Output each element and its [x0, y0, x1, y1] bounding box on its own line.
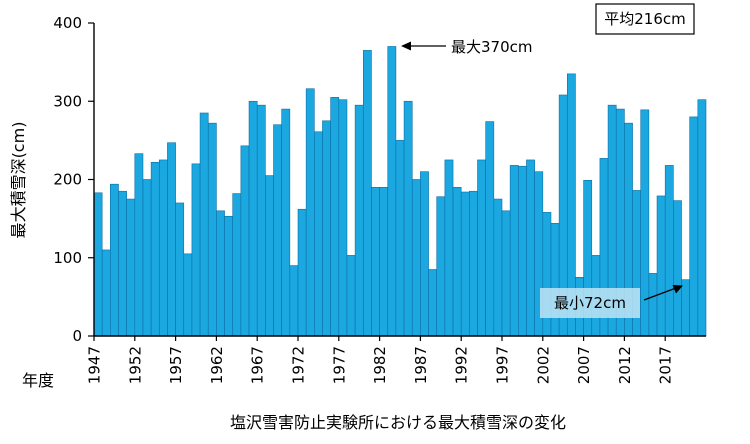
bar-1953 [142, 179, 152, 337]
min-label: 最小72cm [554, 294, 626, 312]
bar-1973 [305, 88, 315, 337]
bar-1999 [518, 165, 527, 337]
y-tick-label-200: 200 [53, 171, 82, 189]
bar-1958 [183, 253, 193, 337]
bar-1991 [452, 187, 462, 337]
max-label: 最大370cm [451, 38, 533, 56]
bar-1975 [322, 120, 331, 337]
bar-1959 [191, 163, 201, 337]
bar-1954 [150, 161, 160, 337]
x-tick-label-1952: 1952 [126, 346, 144, 384]
average-box [595, 3, 695, 35]
bar-1995 [485, 121, 495, 337]
average-label: 平均216cm [604, 10, 686, 28]
x-tick-label-1982: 1982 [371, 346, 389, 384]
axes-group [88, 22, 706, 341]
bar-1976 [330, 97, 340, 337]
x-tick-label-2012: 2012 [616, 346, 634, 384]
bar-1964 [232, 193, 242, 337]
y-tick-label-300: 300 [53, 92, 82, 110]
bar-1992 [460, 191, 470, 337]
bar-1961 [207, 122, 217, 337]
x-tick-label-1962: 1962 [208, 346, 226, 384]
bar-2021 [697, 99, 707, 337]
bar-1984 [395, 140, 405, 337]
bar-1971 [289, 265, 299, 337]
bar-1947 [93, 192, 103, 337]
min-label-box [540, 288, 640, 318]
x-tick-label-2007: 2007 [575, 346, 593, 384]
bar-2018 [673, 200, 682, 337]
bar-1998 [509, 165, 519, 337]
bar-1972 [297, 208, 307, 337]
bar-1948 [101, 249, 111, 337]
bar-2014 [640, 109, 650, 337]
bar-2019 [681, 279, 690, 337]
bar-1967 [256, 104, 266, 337]
x-tick-label-1997: 1997 [494, 346, 512, 384]
bar-1980 [362, 50, 372, 337]
bar-1977 [338, 99, 348, 337]
chart-title: 塩沢雪害防止実験所における最大積雪深の変化 [230, 413, 566, 432]
x-tick-label-2017: 2017 [657, 346, 675, 384]
bar-1966 [248, 100, 258, 337]
x-tick-label-1972: 1972 [290, 346, 308, 384]
x-tick-label-1967: 1967 [249, 346, 267, 384]
bar-2000 [526, 159, 535, 337]
bar-1963 [224, 215, 234, 337]
bar-1996 [493, 198, 503, 337]
bar-1956 [167, 142, 176, 337]
bars-group [93, 46, 707, 337]
bar-1982 [379, 187, 389, 337]
bar-1990 [444, 159, 454, 337]
bar-1983 [387, 46, 397, 337]
bar-1951 [126, 198, 136, 337]
min-arrow [643, 285, 683, 301]
bar-1997 [501, 210, 511, 337]
bar-1974 [314, 131, 323, 337]
x-tick-label-1987: 1987 [412, 346, 430, 384]
bar-2020 [689, 116, 699, 337]
bar-1989 [436, 196, 446, 337]
bar-2003 [550, 223, 560, 337]
y-axis-title: 最大積雪深(cm) [9, 122, 28, 239]
bar-1957 [175, 202, 185, 337]
bar-2017 [664, 165, 674, 337]
x-tick-label-1992: 1992 [453, 346, 471, 384]
x-tick-label-1977: 1977 [330, 346, 348, 384]
bar-1960 [199, 112, 209, 337]
bar-1978 [346, 255, 356, 337]
bar-1962 [216, 210, 225, 337]
bar-2015 [648, 273, 658, 337]
bar-1986 [411, 179, 421, 337]
bar-1987 [420, 171, 429, 337]
bar-1994 [477, 159, 486, 337]
bar-1968 [265, 175, 274, 337]
x-tick-label-1957: 1957 [167, 346, 185, 384]
max-arrow [401, 41, 446, 51]
bar-1981 [371, 187, 380, 337]
bar-1988 [428, 269, 438, 337]
bar-1970 [281, 108, 291, 337]
bar-1950 [118, 190, 127, 337]
y-tick-label-100: 100 [53, 249, 82, 267]
x-tick-label-2002: 2002 [534, 346, 552, 384]
bar-1949 [110, 183, 119, 337]
bar-1969 [273, 124, 282, 337]
bar-1952 [134, 153, 144, 337]
bar-2016 [656, 195, 666, 337]
y-tick-label-0: 0 [72, 327, 82, 345]
bar-1955 [158, 159, 168, 337]
y-tick-labels: 0 100 200 300 400 [53, 14, 82, 345]
y-tick-label-400: 400 [53, 14, 82, 32]
bar-1985 [403, 100, 413, 337]
x-axis-title: 年度 [22, 371, 54, 390]
x-tick-labels: 1947 1952 1957 1962 1967 1972 1977 1982 1987 1992… [86, 346, 675, 384]
bar-1993 [469, 190, 478, 337]
bar-1965 [240, 145, 250, 337]
x-tick-label-1947: 1947 [86, 346, 104, 384]
bar-1979 [354, 104, 364, 337]
